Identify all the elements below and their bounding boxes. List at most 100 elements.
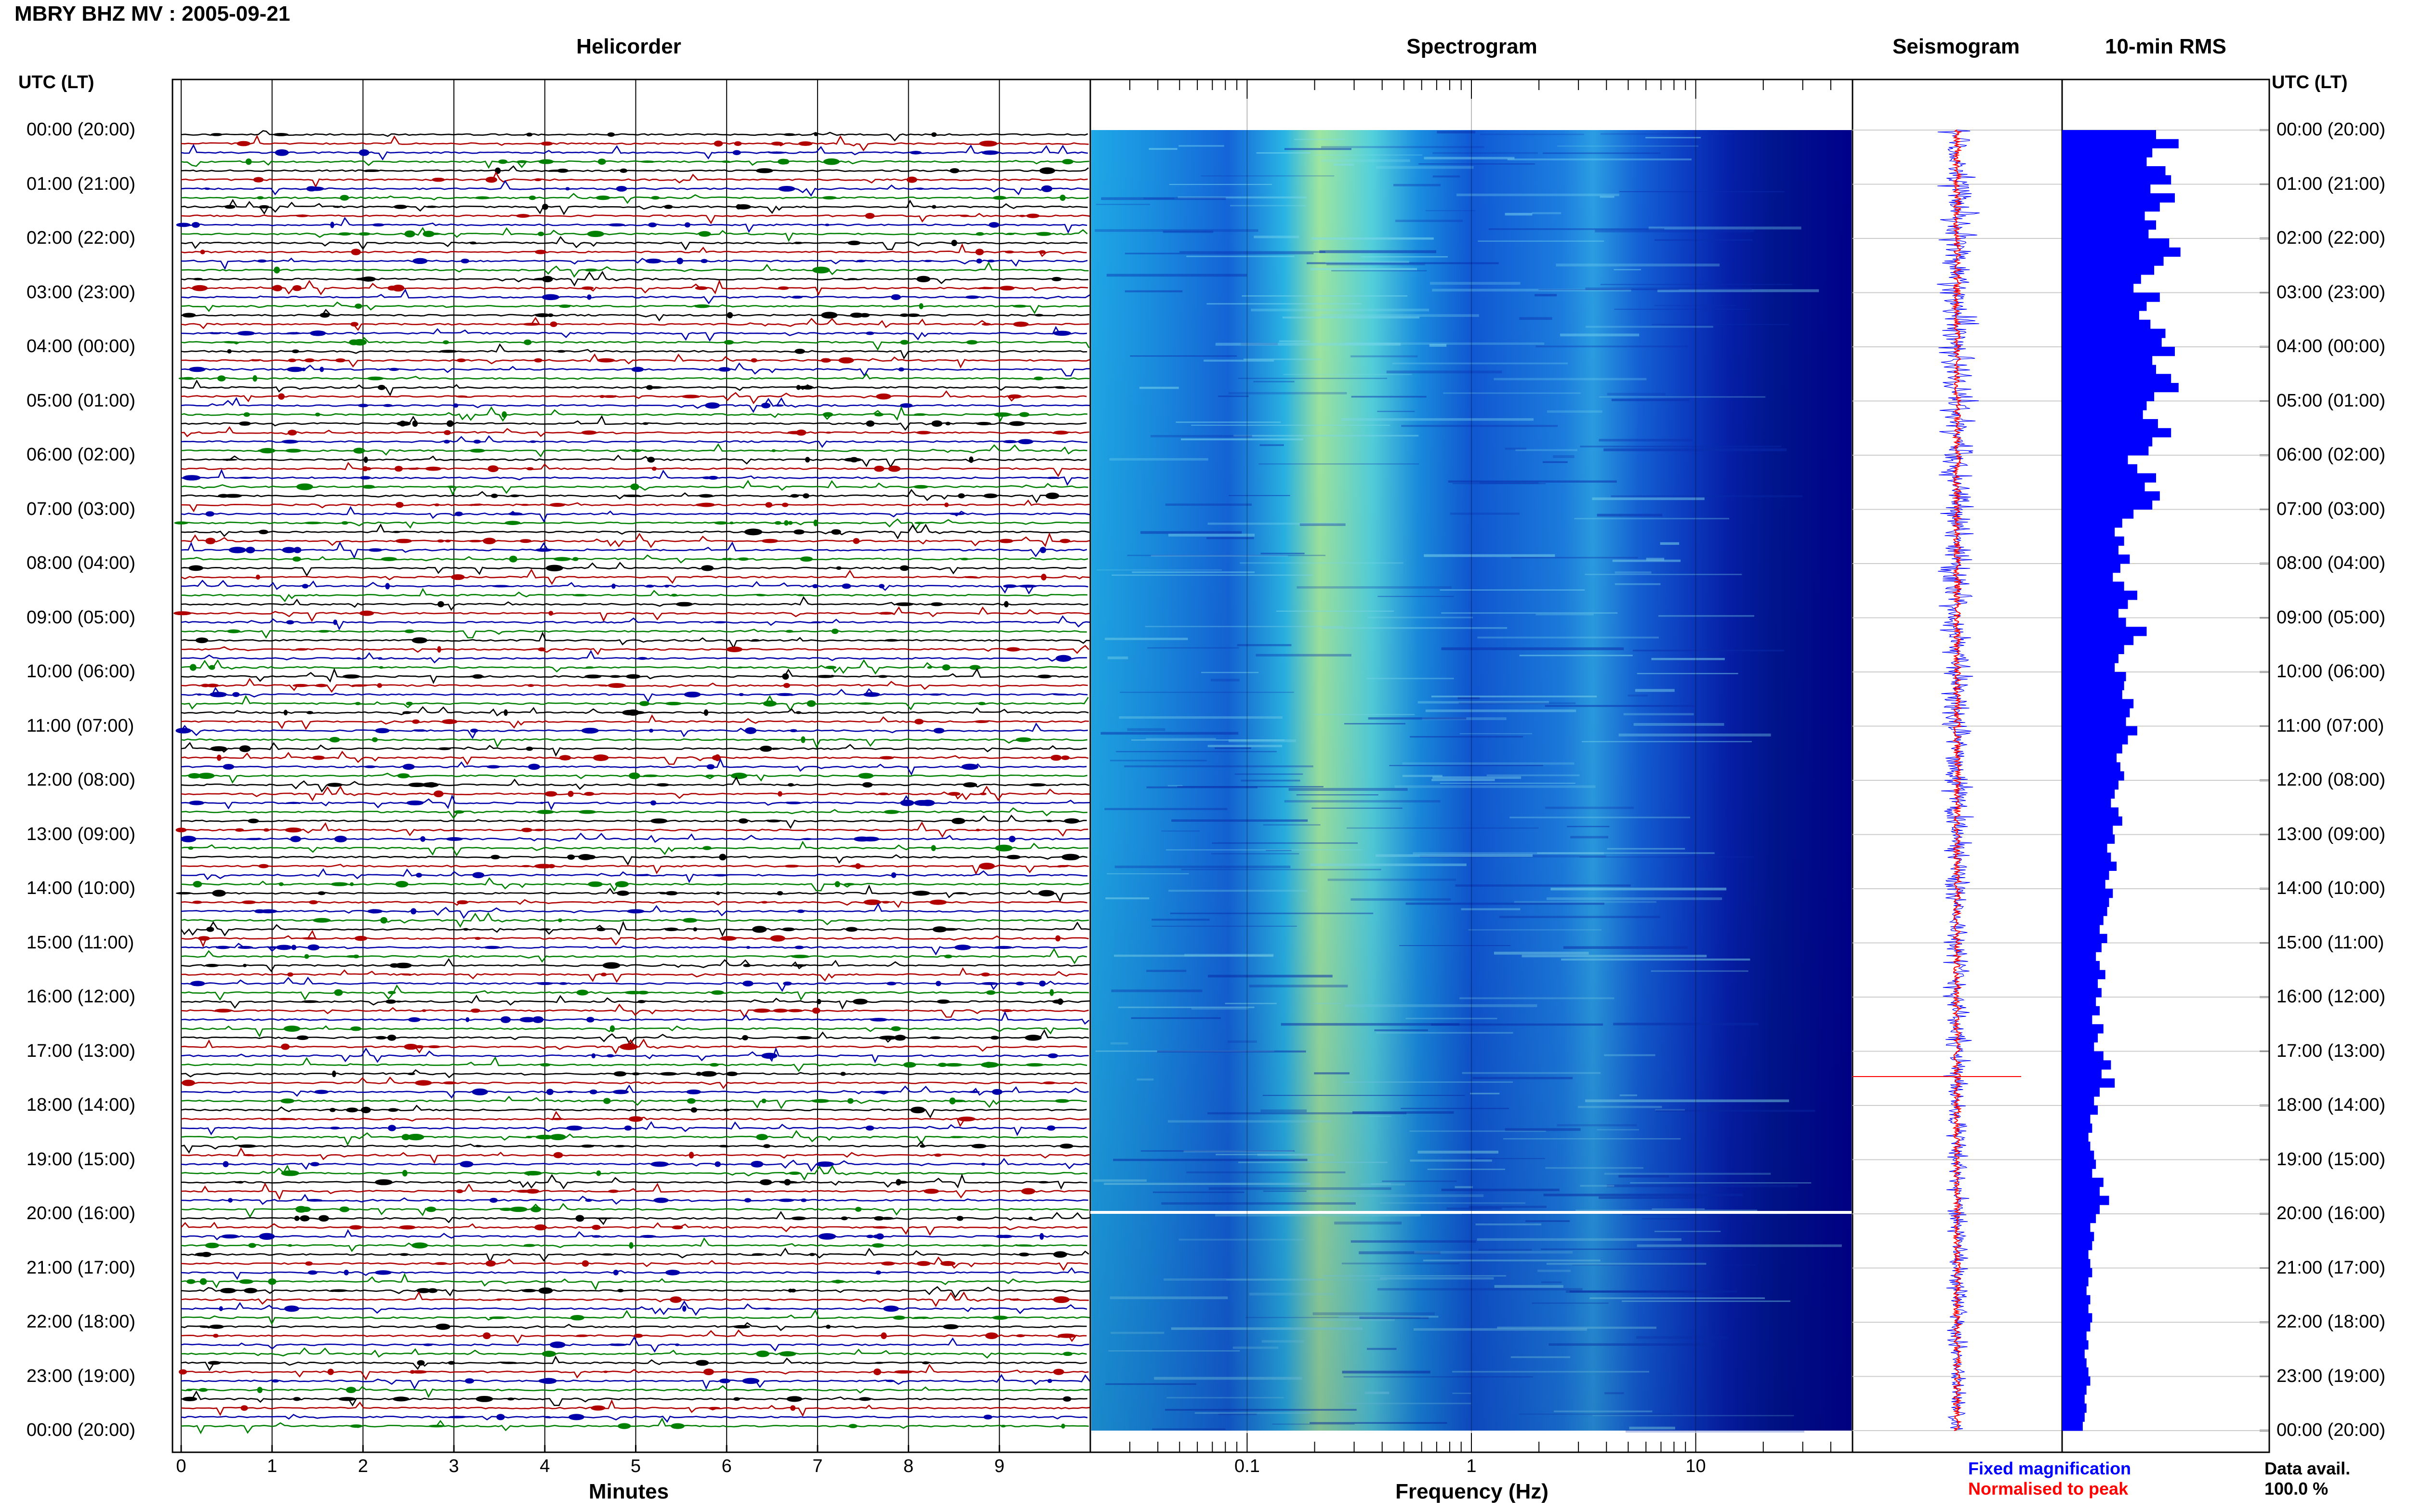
helicorder-event — [485, 1260, 496, 1267]
helicorder-event — [529, 196, 536, 200]
helicorder-event — [576, 1334, 589, 1337]
helicorder-event — [578, 854, 593, 860]
time-label-left: 00:00 (20:00) — [26, 1420, 136, 1440]
helicorder-event — [647, 457, 655, 463]
time-label-left: 06:00 (02:00) — [26, 445, 136, 465]
helicorder-event — [509, 1207, 528, 1212]
rms-bar — [2062, 275, 2141, 284]
helicorder-event — [526, 1189, 540, 1194]
helicorder-event — [1053, 1296, 1070, 1303]
helicorder-event — [535, 548, 552, 552]
helicorder-event — [183, 475, 201, 481]
helicorder-event — [1061, 854, 1080, 861]
helicorder-event — [930, 602, 943, 606]
helicorder-event — [534, 1224, 547, 1231]
helicorder-event — [714, 621, 727, 624]
helicorder-event — [283, 1026, 301, 1032]
helicorder-event — [1041, 185, 1053, 192]
helicorder-event — [940, 1261, 956, 1266]
helicorder-event — [578, 810, 596, 814]
helicorder-trace — [181, 1095, 1087, 1110]
helicorder-event — [862, 782, 873, 788]
helicorder-event — [796, 1036, 813, 1039]
helicorder-event — [211, 133, 223, 136]
helicorder-event — [813, 519, 818, 526]
helicorder-event — [919, 303, 924, 309]
helicorder-event — [1062, 1396, 1072, 1402]
helicorder-event — [609, 675, 621, 678]
helicorder-event — [1029, 783, 1046, 787]
helicorder-event — [620, 168, 628, 173]
helicorder-event — [672, 1225, 683, 1230]
rms-bar — [2062, 392, 2155, 401]
rms-bar — [2062, 536, 2124, 546]
helicorder-event — [637, 990, 649, 995]
rms-bar — [2062, 1394, 2085, 1404]
helicorder-event — [559, 982, 568, 985]
helicorder-event — [453, 810, 464, 814]
helicorder-event — [968, 1091, 980, 1093]
helicorder-trace — [181, 967, 1088, 983]
rms-bar — [2062, 1313, 2092, 1323]
helicorder-event — [259, 909, 278, 914]
helicorder-event — [894, 1370, 910, 1374]
helicorder-event — [377, 385, 386, 390]
helicorder-event — [258, 529, 268, 535]
rms-bar — [2062, 1051, 2104, 1061]
helicorder-event — [616, 890, 630, 896]
helicorder-trace — [181, 976, 1089, 992]
helicorder-event — [310, 1162, 320, 1167]
helicorder-event — [807, 700, 816, 707]
helicorder-event — [197, 693, 202, 696]
helicorder-event — [756, 1350, 769, 1357]
helicorder-event — [355, 303, 362, 309]
helicorder-event — [620, 1043, 638, 1050]
helicorder-event — [301, 1000, 319, 1003]
rms-bar — [2062, 527, 2115, 537]
helicorder-event — [676, 258, 683, 264]
helicorder-event — [615, 881, 629, 888]
helicorder-trace — [181, 198, 1088, 215]
helicorder-event — [288, 430, 297, 436]
helicorder-trace — [181, 144, 1088, 161]
helicorder-event — [825, 666, 837, 670]
helicorder-event — [842, 583, 851, 589]
helicorder-event — [1059, 195, 1066, 201]
helicorder-trace — [181, 588, 1088, 603]
helicorder-event — [941, 928, 958, 931]
helicorder-event — [696, 1072, 702, 1076]
helicorder-event — [856, 260, 866, 263]
helicorder-event — [931, 132, 937, 137]
helicorder-event — [404, 230, 415, 237]
helicorder-event — [228, 547, 247, 553]
helicorder-event — [783, 981, 792, 986]
helicorder-event — [701, 259, 708, 263]
helicorder-event — [407, 1133, 424, 1141]
helicorder-event — [361, 1106, 371, 1114]
helicorder-event — [327, 1368, 334, 1375]
time-label-right: 00:00 (20:00) — [2277, 119, 2386, 140]
helicorder-event — [389, 963, 399, 968]
helicorder-event — [800, 556, 813, 562]
helicorder-event — [469, 448, 485, 453]
helicorder-event — [637, 1000, 646, 1003]
helicorder-event — [694, 304, 711, 308]
helicorder-trace — [181, 785, 1091, 802]
helicorder-event — [445, 539, 451, 542]
helicorder-event — [966, 340, 978, 345]
helicorder-event — [826, 1325, 831, 1329]
helicorder-event — [752, 926, 767, 933]
rms-bar — [2062, 410, 2143, 420]
helicorder-event — [367, 909, 383, 914]
helicorder-event — [182, 1079, 195, 1086]
helicorder-event — [412, 258, 428, 264]
helicorder-event — [887, 982, 897, 986]
helicorder-event — [719, 1379, 730, 1383]
helicorder-event — [206, 927, 214, 932]
helicorder-trace — [181, 832, 1090, 843]
helicorder-event — [831, 529, 841, 535]
helicorder-event — [624, 1125, 632, 1131]
helicorder-event — [542, 294, 559, 301]
helicorder-event — [944, 502, 949, 507]
rms-bar — [2062, 1421, 2083, 1431]
